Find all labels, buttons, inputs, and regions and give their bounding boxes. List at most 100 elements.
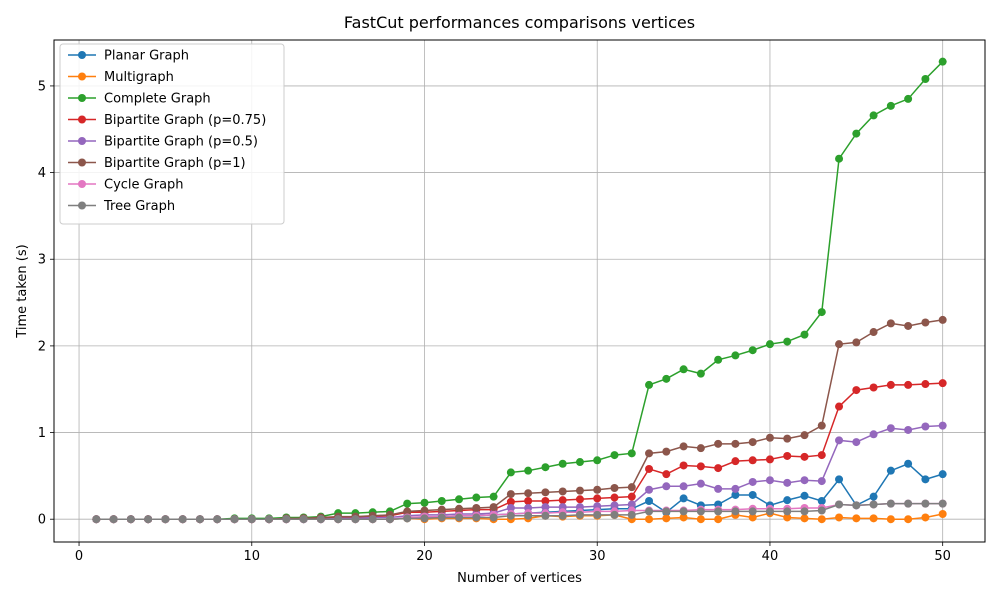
data-point (575, 486, 584, 495)
data-point (696, 462, 705, 471)
data-point (904, 425, 913, 434)
data-point (662, 507, 671, 516)
data-point (869, 430, 878, 439)
data-point (800, 514, 809, 523)
chart-title: FastCut performances comparisons vertice… (344, 13, 695, 32)
data-point (714, 484, 723, 493)
data-point (645, 485, 654, 494)
data-point (921, 74, 930, 83)
series-line (96, 502, 943, 520)
data-point (593, 510, 602, 519)
series-line (96, 424, 943, 520)
legend-label: Bipartite Graph (p=1) (104, 156, 246, 171)
data-point (575, 458, 584, 467)
data-point (541, 488, 550, 497)
data-point (455, 504, 464, 513)
legend-item: Multigraph (68, 70, 174, 85)
data-point (817, 497, 826, 506)
x-tick-label: 20 (416, 549, 433, 564)
data-point (627, 510, 636, 519)
data-point (558, 511, 567, 520)
data-point (541, 497, 550, 506)
data-point (472, 503, 481, 512)
data-point (731, 490, 740, 499)
data-point (904, 321, 913, 330)
data-point (593, 456, 602, 465)
data-point (714, 464, 723, 473)
data-point (403, 514, 412, 523)
legend-label: Cycle Graph (104, 178, 184, 193)
legend-item: Planar Graph (68, 49, 189, 64)
legend-box (59, 43, 285, 225)
data-point (610, 493, 619, 502)
legend-marker (78, 72, 86, 81)
data-point (645, 497, 654, 506)
data-point (506, 511, 515, 520)
data-point (886, 424, 895, 433)
data-point (869, 500, 878, 509)
data-point (765, 455, 774, 464)
data-point (679, 442, 688, 451)
data-point (524, 489, 533, 498)
legend-label: Planar Graph (104, 49, 189, 64)
data-point (765, 433, 774, 442)
data-point (886, 319, 895, 328)
data-point (852, 514, 861, 523)
data-point (506, 503, 515, 512)
data-point (472, 513, 481, 522)
legend-item: Complete Graph (68, 92, 211, 107)
data-point (506, 490, 515, 499)
data-point (627, 483, 636, 492)
data-point (748, 513, 757, 522)
x-tick-label: 40 (762, 549, 779, 564)
legend-marker (78, 180, 86, 188)
data-point (524, 466, 533, 475)
data-point (921, 513, 930, 522)
data-point (835, 154, 844, 163)
data-point (835, 402, 844, 411)
data-point (593, 485, 602, 494)
data-point (852, 438, 861, 447)
data-point (558, 459, 567, 468)
data-point (696, 444, 705, 453)
x-tick-label: 50 (934, 549, 951, 564)
data-point (748, 346, 757, 355)
x-tick-label: 10 (243, 549, 260, 564)
data-point (714, 439, 723, 448)
data-point (610, 501, 619, 510)
data-point (938, 499, 947, 508)
data-point (126, 515, 135, 524)
data-point (195, 515, 204, 524)
series-8 (92, 499, 947, 524)
data-point (731, 484, 740, 493)
data-point (835, 436, 844, 445)
data-point (748, 438, 757, 447)
data-point (869, 383, 878, 392)
data-point (420, 506, 429, 515)
y-axis-label: Time taken (s) (15, 244, 30, 338)
data-point (558, 496, 567, 505)
data-point (817, 421, 826, 430)
data-point (506, 468, 515, 477)
data-point (835, 513, 844, 522)
data-point (696, 507, 705, 516)
data-point (679, 461, 688, 470)
data-point (437, 497, 446, 506)
data-point (662, 470, 671, 479)
data-point (869, 492, 878, 501)
data-point (282, 515, 291, 524)
data-point (748, 456, 757, 465)
data-point (800, 507, 809, 516)
data-point (472, 493, 481, 502)
legend: Planar Graph Multigraph Complete Graph Bipa… (59, 43, 285, 225)
data-point (610, 484, 619, 493)
legend-item: Bipartite Graph (p=0.75) (68, 113, 266, 128)
axis-ticks: 0 10 20 30 40 50 0 1 2 3 4 5 (38, 79, 951, 564)
data-point (938, 57, 947, 66)
data-point (161, 515, 170, 524)
data-point (92, 515, 101, 524)
data-point (938, 470, 947, 479)
legend-item: Bipartite Graph (p=1) (68, 156, 246, 171)
y-tick-label: 2 (38, 339, 46, 354)
data-point (610, 510, 619, 519)
